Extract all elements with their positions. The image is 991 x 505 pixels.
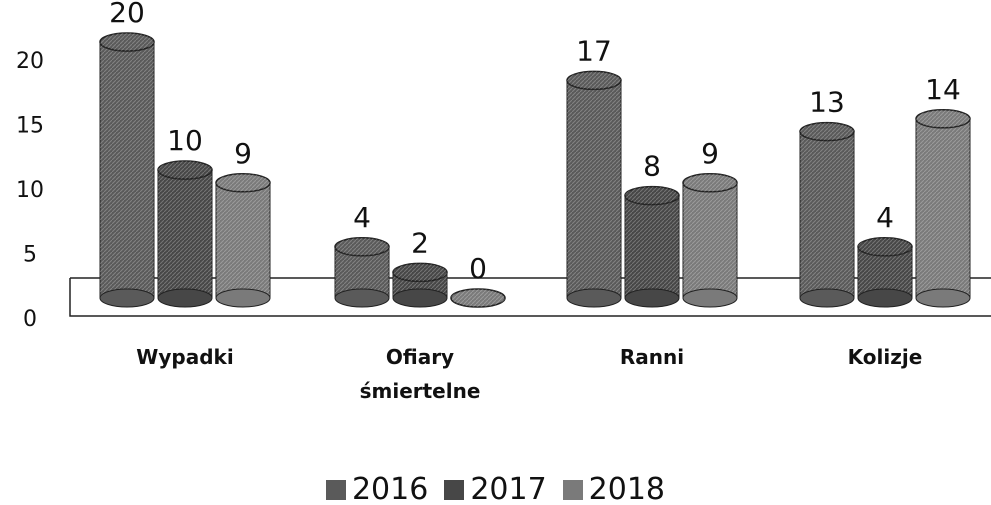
bar-bottom [392,288,448,308]
y-tick-label: 0 [23,307,37,332]
bar [799,121,855,308]
y-tick-label: 5 [23,243,37,268]
data-label: 2 [411,226,429,259]
bar [624,185,680,308]
data-label: 17 [576,34,612,67]
bar-bottom [857,288,913,308]
legend-swatch [325,480,346,500]
bar-top-hatch [625,186,679,205]
bar-top-hatch [683,173,737,192]
bar-bottom [157,288,213,308]
bar-bottom [915,288,971,308]
bar-bottom [799,288,855,308]
bar-top-hatch [451,289,505,307]
bar [915,109,971,308]
bar-top-hatch [216,173,270,192]
data-label: 9 [701,137,719,170]
y-tick-label: 10 [16,178,44,203]
bar-hatch [158,170,212,298]
bar-hatch [800,131,854,298]
bar [450,288,506,308]
legend: 2016 2017 2018 [0,472,991,505]
data-label: 14 [925,73,961,106]
bar-bottom [99,288,155,308]
x-tick-label: Ranni [619,345,685,369]
bar-hatch [567,80,621,299]
bar-bottom [624,288,680,308]
bar-hatch [683,182,737,298]
bar-top-hatch [393,263,447,282]
legend-label: 2017 [470,472,547,505]
bar-bottom [334,288,390,308]
y-tick-label: 15 [16,114,44,139]
bar-hatch [100,42,154,298]
bar-hatch [625,195,679,298]
x-tick-label: Ofiary śmiertelne [359,345,481,403]
bar-top-hatch [100,33,154,51]
bar [682,173,738,308]
bar [99,32,155,308]
bar-top-hatch [158,161,212,179]
legend-item: 2017 [444,472,547,505]
bar-hatch [916,118,970,298]
bar-top-hatch [800,122,854,141]
bar-bottom [566,288,622,308]
bar [157,160,213,308]
data-label: 0 [469,252,487,285]
data-label: 20 [109,0,145,29]
bar-top-hatch [916,109,970,128]
legend-label: 2016 [351,472,429,505]
legend-swatch [562,480,583,500]
bar-top-hatch [567,71,621,90]
data-label: 4 [876,201,894,234]
bar [334,237,390,308]
data-label: 9 [234,137,252,170]
bar-top-hatch [335,237,389,256]
data-label: 13 [809,86,845,119]
x-tick-label: Kolizje [847,345,923,369]
bar-bottom [682,288,738,308]
bar [566,70,622,308]
legend-item: 2016 [325,472,429,505]
legend-label: 2018 [588,472,666,505]
bar-top-hatch [858,237,912,256]
data-label: 4 [353,201,371,234]
bar-bottom [215,288,271,308]
legend-item: 2018 [562,472,666,505]
data-label: 8 [643,150,661,183]
bar [857,237,913,308]
bar-hatch [216,182,270,298]
data-label: 10 [167,124,203,157]
bar [215,173,271,308]
y-tick-label: 20 [16,49,44,74]
bar [392,262,448,308]
legend-swatch [444,480,465,500]
x-tick-label: Wypadki [136,345,234,369]
